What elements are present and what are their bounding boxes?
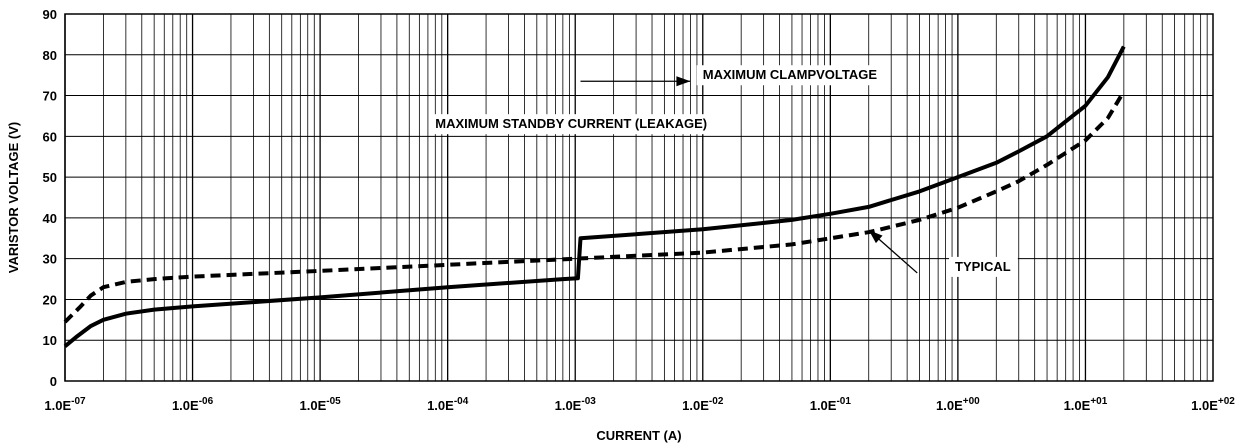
- y-tick-label: 30: [43, 252, 57, 267]
- annotation-label-bg: [949, 256, 1018, 277]
- y-tick-label: 50: [43, 170, 57, 185]
- y-tick-label: 10: [43, 333, 57, 348]
- x-axis-title: CURRENT (A): [596, 428, 681, 443]
- grid: [64, 13, 1213, 382]
- annotation: MAXIMUM STANDBY CURRENT (LEAKAGE): [429, 114, 717, 135]
- series-line-maximum: [63, 45, 1126, 348]
- x-tick-label: 1.0E+01: [1064, 396, 1108, 413]
- y-tick-labels: 0 10 20 30 40 50 60 70 80 90: [43, 7, 57, 389]
- annotation: MAXIMUM CLAMPVOLTAGE: [580, 65, 878, 87]
- series-layer: [63, 45, 1126, 348]
- x-tick-label: 1.0E-04: [427, 396, 469, 413]
- annotation-arrowhead: [676, 76, 691, 87]
- annotations: MAXIMUM CLAMPVOLTAGE MAXIMUM STANDBY CURR…: [429, 65, 1018, 277]
- y-axis-title: VARISTOR VOLTAGE (V): [6, 122, 21, 273]
- x-tick-label: 1.0E-06: [172, 396, 214, 413]
- y-tick-label: 60: [43, 129, 57, 144]
- annotation-label: MAXIMUM STANDBY CURRENT (LEAKAGE): [435, 116, 707, 131]
- x-tick-label: 1.0E+00: [936, 396, 980, 413]
- plot-frame: [64, 13, 1214, 382]
- y-tick-label: 70: [43, 89, 57, 104]
- x-tick-label: 1.0E-07: [44, 396, 86, 413]
- annotation-label-bg: [696, 65, 875, 86]
- annotation-arrowhead: [868, 230, 883, 244]
- x-tick-label: 1.0E-02: [682, 396, 724, 413]
- x-tick-label: 1.0E-01: [810, 396, 852, 413]
- y-tick-label: 80: [43, 48, 57, 63]
- x-tick-label: 1.0E+02: [1191, 396, 1235, 413]
- series-line-typical: [63, 90, 1126, 324]
- x-tick-label: 1.0E-03: [555, 396, 597, 413]
- annotation-label-bg: [429, 114, 717, 135]
- y-tick-label: 40: [43, 211, 57, 226]
- x-tick-label: 1.0E-05: [300, 396, 342, 413]
- y-tick-label: 0: [50, 374, 57, 389]
- y-tick-label: 20: [43, 292, 57, 307]
- y-tick-label: 90: [43, 7, 57, 22]
- x-tick-labels: 1.0E-07 1.0E-06 1.0E-05 1.0E-04 1.0E-03 1.0E-…: [44, 396, 1235, 413]
- annotation-label: MAXIMUM CLAMPVOLTAGE: [703, 67, 878, 82]
- annotation: TYPICAL: [868, 229, 1018, 277]
- annotation-label: TYPICAL: [955, 259, 1011, 274]
